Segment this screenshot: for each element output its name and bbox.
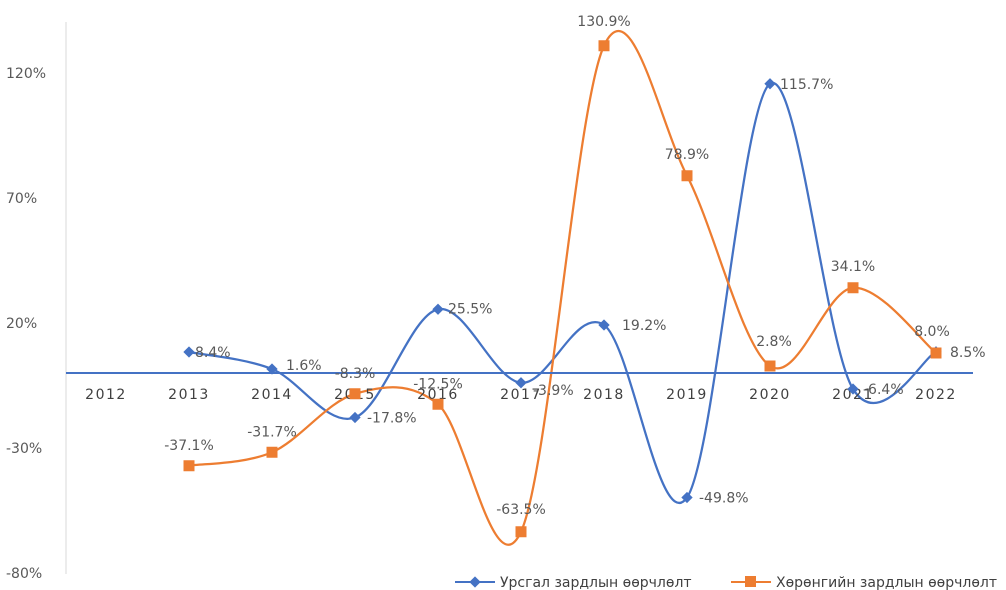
x-tick-label: 2022 xyxy=(915,387,957,403)
data-point-square xyxy=(930,347,942,359)
data-point-diamond xyxy=(681,491,693,504)
data-point-diamond xyxy=(598,319,610,331)
data-point-square xyxy=(681,170,693,182)
data-label: 1.6% xyxy=(286,358,322,374)
data-label: 19.2% xyxy=(622,318,666,334)
legend: Урсгал зардлын өөрчлөлт Хөрөнгийн зардлы… xyxy=(455,575,997,590)
data-label: -12.5% xyxy=(413,376,463,392)
data-point-diamond xyxy=(183,346,195,358)
data-label: 130.9% xyxy=(577,14,630,30)
data-point-square xyxy=(515,526,527,538)
x-tick-label: 2021 xyxy=(832,387,874,403)
data-labels: 8.4% 1.6% -17.8% 25.5% -3.9% 19.2% -49.8% 115.7… xyxy=(164,14,985,518)
data-point-square xyxy=(266,446,278,458)
data-point-diamond xyxy=(432,303,444,315)
x-tick-label: 2018 xyxy=(583,387,625,403)
y-tick-label: -30% xyxy=(6,441,42,457)
x-tick-label: 2019 xyxy=(666,387,708,403)
data-point-square xyxy=(764,360,776,372)
y-tick-label: 120% xyxy=(6,66,46,82)
x-tick-label: 2020 xyxy=(749,387,791,403)
data-label: 8.0% xyxy=(914,324,950,340)
series-lines xyxy=(188,29,937,546)
series-markers xyxy=(183,40,942,538)
data-point-square xyxy=(432,398,444,410)
data-point-diamond xyxy=(349,411,361,424)
legend-square-icon xyxy=(745,576,756,587)
data-label: -17.8% xyxy=(367,411,417,427)
data-point-square xyxy=(349,388,361,400)
data-label: 34.1% xyxy=(831,259,875,275)
data-label: 8.5% xyxy=(950,345,986,361)
data-label: -63.5% xyxy=(496,502,546,518)
y-axis-ticks: 120% 70% 20% -30% -80% xyxy=(6,66,46,582)
legend-diamond-icon xyxy=(469,576,481,588)
series-line xyxy=(188,29,937,546)
data-point-diamond xyxy=(515,377,527,389)
data-label: 2.8% xyxy=(756,334,792,350)
x-tick-label: 2012 xyxy=(85,387,127,403)
data-point-square xyxy=(847,282,859,294)
y-tick-label: 70% xyxy=(6,191,37,207)
data-label: -8.3% xyxy=(335,366,376,382)
data-label: 25.5% xyxy=(448,301,492,317)
data-label: 78.9% xyxy=(665,147,709,163)
legend-label-urgal: Урсгал зардлын өөрчлөлт xyxy=(500,575,692,590)
data-label: 8.4% xyxy=(195,345,231,361)
data-label: -37.1% xyxy=(164,438,214,454)
data-point-diamond xyxy=(266,363,278,375)
data-point-square xyxy=(183,460,195,472)
data-point-square xyxy=(598,40,610,52)
x-tick-label: 2016 xyxy=(417,387,459,403)
legend-item-khurungu: Хөрөнгийн зардлын өөрчлөлт xyxy=(731,575,997,590)
data-label: -31.7% xyxy=(247,424,297,440)
x-axis-ticks: 2012201320142015201620172018201920202021… xyxy=(85,387,957,403)
legend-label-khurungu: Хөрөнгийн зардлын өөрчлөлт xyxy=(776,575,997,590)
x-tick-label: 2014 xyxy=(251,387,293,403)
data-label: -6.4% xyxy=(863,382,904,398)
x-tick-label: 2013 xyxy=(168,387,210,403)
y-tick-label: -80% xyxy=(6,566,42,582)
x-tick-label: 2017 xyxy=(500,387,542,403)
data-label: -3.9% xyxy=(533,383,574,399)
y-tick-label: 20% xyxy=(6,316,37,332)
data-label: 115.7% xyxy=(780,77,833,93)
data-point-diamond xyxy=(847,383,859,395)
data-label: -49.8% xyxy=(699,491,749,507)
legend-item-urgal: Урсгал зардлын өөрчлөлт xyxy=(455,575,692,590)
